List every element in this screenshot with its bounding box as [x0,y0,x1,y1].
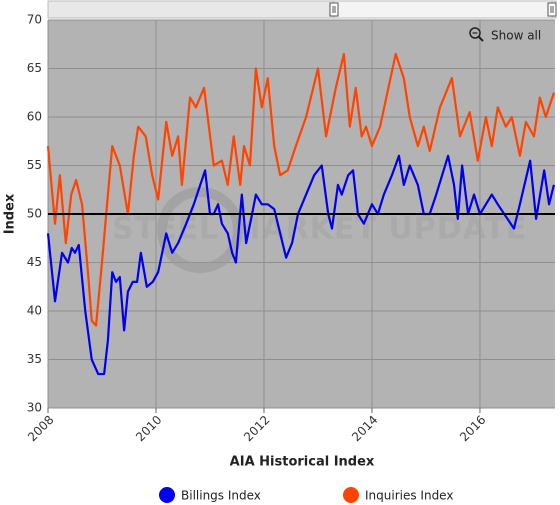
legend-marker[interactable] [159,487,175,503]
y-tick-label: 30 [27,401,42,415]
navigator-handle[interactable] [547,2,557,17]
y-tick-label: 70 [27,13,42,27]
y-tick-label: 50 [27,207,42,221]
legend-label[interactable]: Inquiries Index [365,489,453,503]
zoom-icon [469,27,481,39]
navigator-handle[interactable] [329,2,339,17]
show-all-button[interactable]: Show all [469,27,541,43]
y-tick-label: 55 [27,158,42,172]
legend-marker[interactable] [343,487,359,503]
series-line [46,52,555,327]
y-tick-label: 65 [27,61,42,75]
y-axis-title: Index [3,193,18,234]
y-tick-label: 40 [27,304,42,318]
show-all-label[interactable]: Show all [491,29,541,43]
navigator-selection[interactable] [333,0,553,19]
watermark-text: STEEL MARKET UPDATE [112,212,528,247]
lines [46,52,555,376]
y-tick-label: 45 [27,255,42,269]
zoom-icon-handle [477,35,484,42]
legend-label[interactable]: Billings Index [181,489,261,503]
legend: Billings Index Inquiries Index [159,487,453,503]
y-tick-label: 35 [27,352,42,366]
x-axis-title: AIA Historical Index [230,455,375,470]
y-tick-label: 60 [27,110,42,124]
